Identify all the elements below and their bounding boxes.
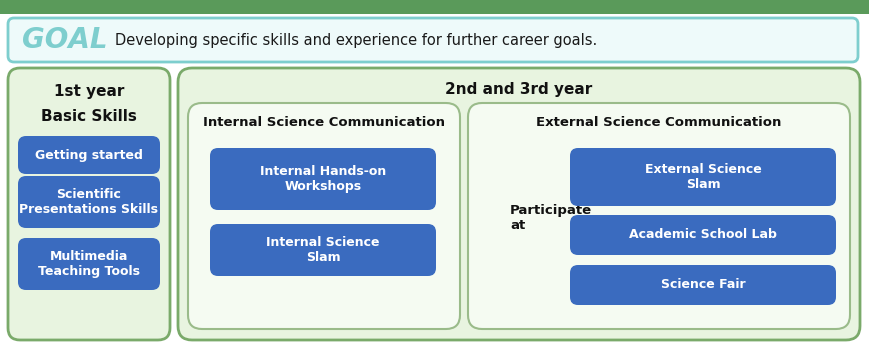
Text: Internal Hands-on
Workshops: Internal Hands-on Workshops (260, 165, 386, 193)
FancyBboxPatch shape (18, 176, 160, 228)
Text: Academic School Lab: Academic School Lab (628, 229, 776, 242)
Text: Multimedia
Teaching Tools: Multimedia Teaching Tools (38, 250, 140, 278)
FancyBboxPatch shape (188, 103, 460, 329)
FancyBboxPatch shape (569, 148, 835, 206)
Text: External Science
Slam: External Science Slam (644, 163, 760, 191)
Bar (0, 0, 869, 14)
FancyBboxPatch shape (209, 224, 435, 276)
Text: Developing specific skills and experience for further career goals.: Developing specific skills and experienc… (115, 32, 596, 47)
FancyBboxPatch shape (18, 136, 160, 174)
FancyBboxPatch shape (569, 215, 835, 255)
FancyBboxPatch shape (178, 68, 859, 340)
Text: GOAL: GOAL (22, 26, 108, 54)
Text: Getting started: Getting started (35, 149, 143, 162)
Text: 1st year: 1st year (54, 84, 124, 99)
Text: Participate
at: Participate at (509, 204, 592, 232)
FancyBboxPatch shape (569, 265, 835, 305)
Text: External Science Communication: External Science Communication (535, 116, 780, 129)
FancyBboxPatch shape (18, 238, 160, 290)
FancyBboxPatch shape (468, 103, 849, 329)
Text: Scientific
Presentations Skills: Scientific Presentations Skills (19, 188, 158, 216)
Text: Internal Science Communication: Internal Science Communication (202, 116, 444, 129)
FancyBboxPatch shape (8, 18, 857, 62)
Text: Basic Skills: Basic Skills (41, 109, 136, 124)
FancyBboxPatch shape (8, 68, 169, 340)
Text: 2nd and 3rd year: 2nd and 3rd year (445, 82, 592, 97)
Text: Internal Science
Slam: Internal Science Slam (266, 236, 379, 264)
Text: Science Fair: Science Fair (660, 279, 745, 291)
FancyBboxPatch shape (209, 148, 435, 210)
